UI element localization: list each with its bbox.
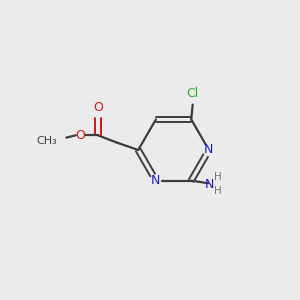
Text: CH₃: CH₃ — [37, 136, 58, 146]
Text: H: H — [214, 187, 222, 196]
Text: Cl: Cl — [187, 87, 199, 100]
Text: N: N — [151, 174, 160, 187]
Text: H: H — [214, 172, 222, 182]
Text: O: O — [75, 129, 85, 142]
Text: O: O — [93, 101, 103, 114]
Text: N: N — [205, 178, 214, 190]
Text: N: N — [204, 143, 214, 157]
